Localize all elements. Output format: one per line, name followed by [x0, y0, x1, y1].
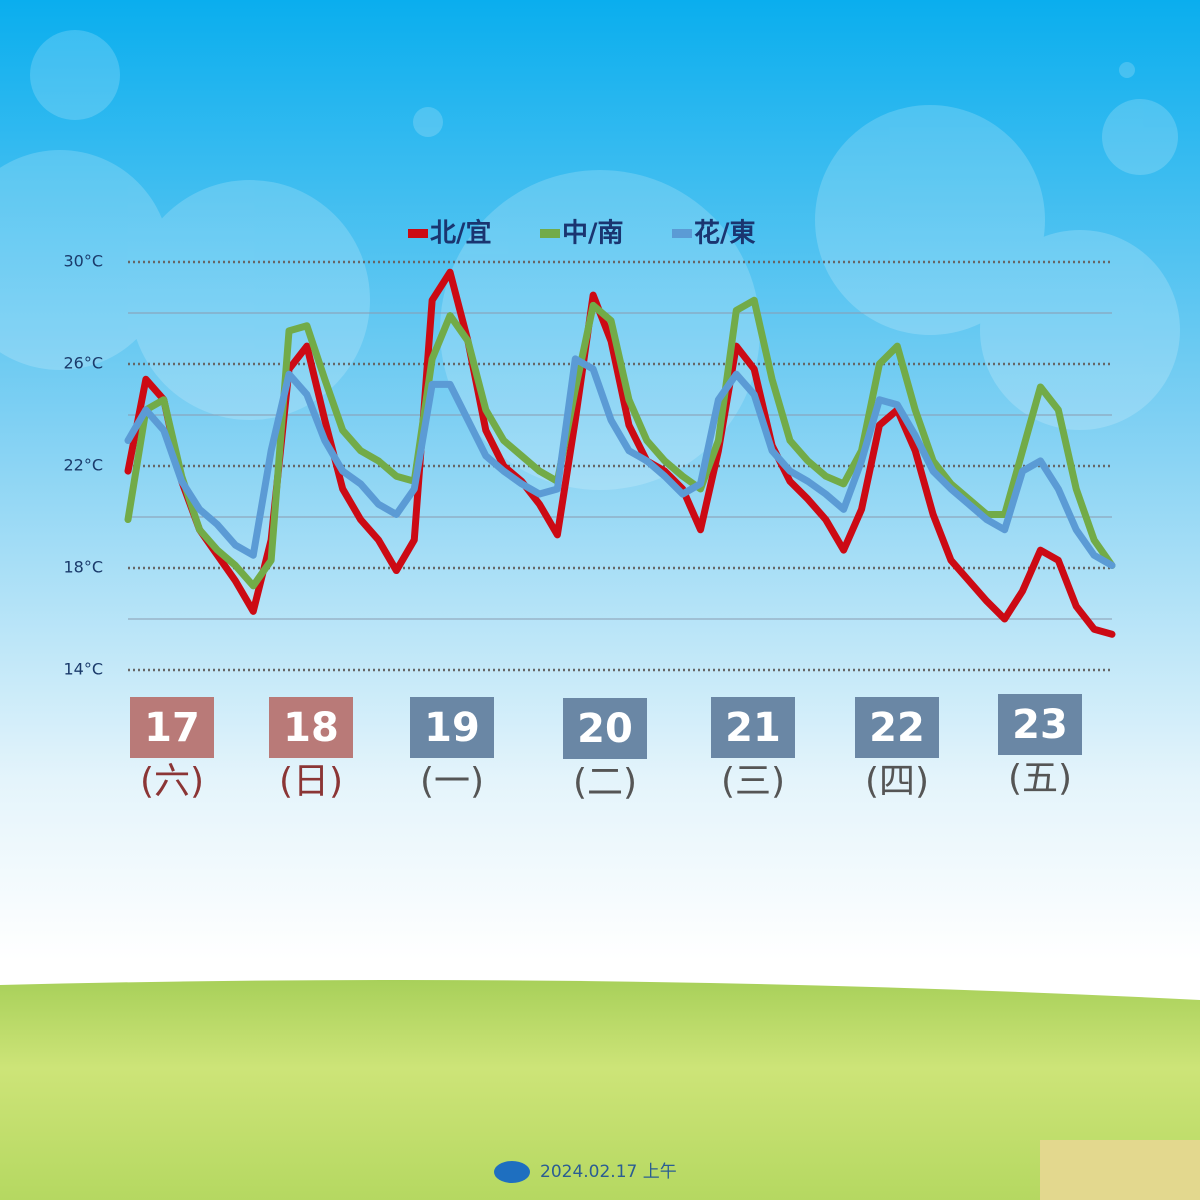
corner-patch — [1040, 1140, 1200, 1200]
series-line — [124, 296, 1116, 590]
day-weekday: (二) — [573, 762, 637, 803]
series-line — [124, 268, 1116, 638]
legend-label: 中/南 — [562, 219, 624, 249]
day-weekday: (五) — [1008, 758, 1072, 799]
y-tick-label: 22°C — [63, 456, 103, 475]
day-weekday: (四) — [865, 761, 929, 802]
legend-swatch — [408, 229, 428, 238]
day-date: 22 — [869, 705, 925, 751]
day-box — [855, 697, 939, 758]
day-box — [563, 698, 647, 759]
legend-label: 花/東 — [694, 219, 756, 249]
day-box — [130, 697, 214, 758]
legend-swatch — [672, 229, 692, 238]
y-tick-label: 14°C — [63, 660, 103, 679]
day-date: 19 — [424, 705, 480, 751]
plot: 30°C 26°C 22°C 18°C 14°C 北/宜 中/南 花/東 17 (六) 18 (日) 1… — [63, 218, 1116, 803]
day-box — [998, 694, 1082, 755]
day-date: 17 — [144, 705, 200, 751]
day-weekday: (六) — [140, 761, 204, 802]
day-weekday: (日) — [279, 761, 343, 802]
day-date: 18 — [283, 705, 339, 751]
day-date: 21 — [725, 705, 781, 751]
footer: 2024.02.17 上午 — [494, 1161, 677, 1183]
day-box — [711, 697, 795, 758]
day-date: 23 — [1012, 702, 1068, 748]
day-box — [269, 697, 353, 758]
grass — [0, 980, 1200, 1200]
legend-label: 北/宜 — [430, 218, 492, 249]
clouds — [0, 30, 1180, 490]
day-weekday: (三) — [721, 761, 785, 802]
logo — [494, 1161, 530, 1183]
day-box — [410, 697, 494, 758]
footer-text: 2024.02.17 上午 — [540, 1162, 677, 1182]
day-date: 20 — [577, 706, 633, 752]
day-weekday: (一) — [420, 761, 484, 802]
y-tick-label: 30°C — [63, 252, 103, 271]
y-tick-label: 18°C — [63, 558, 103, 577]
y-tick-label: 26°C — [63, 354, 103, 373]
series-line — [124, 355, 1116, 569]
legend-swatch — [540, 229, 560, 238]
